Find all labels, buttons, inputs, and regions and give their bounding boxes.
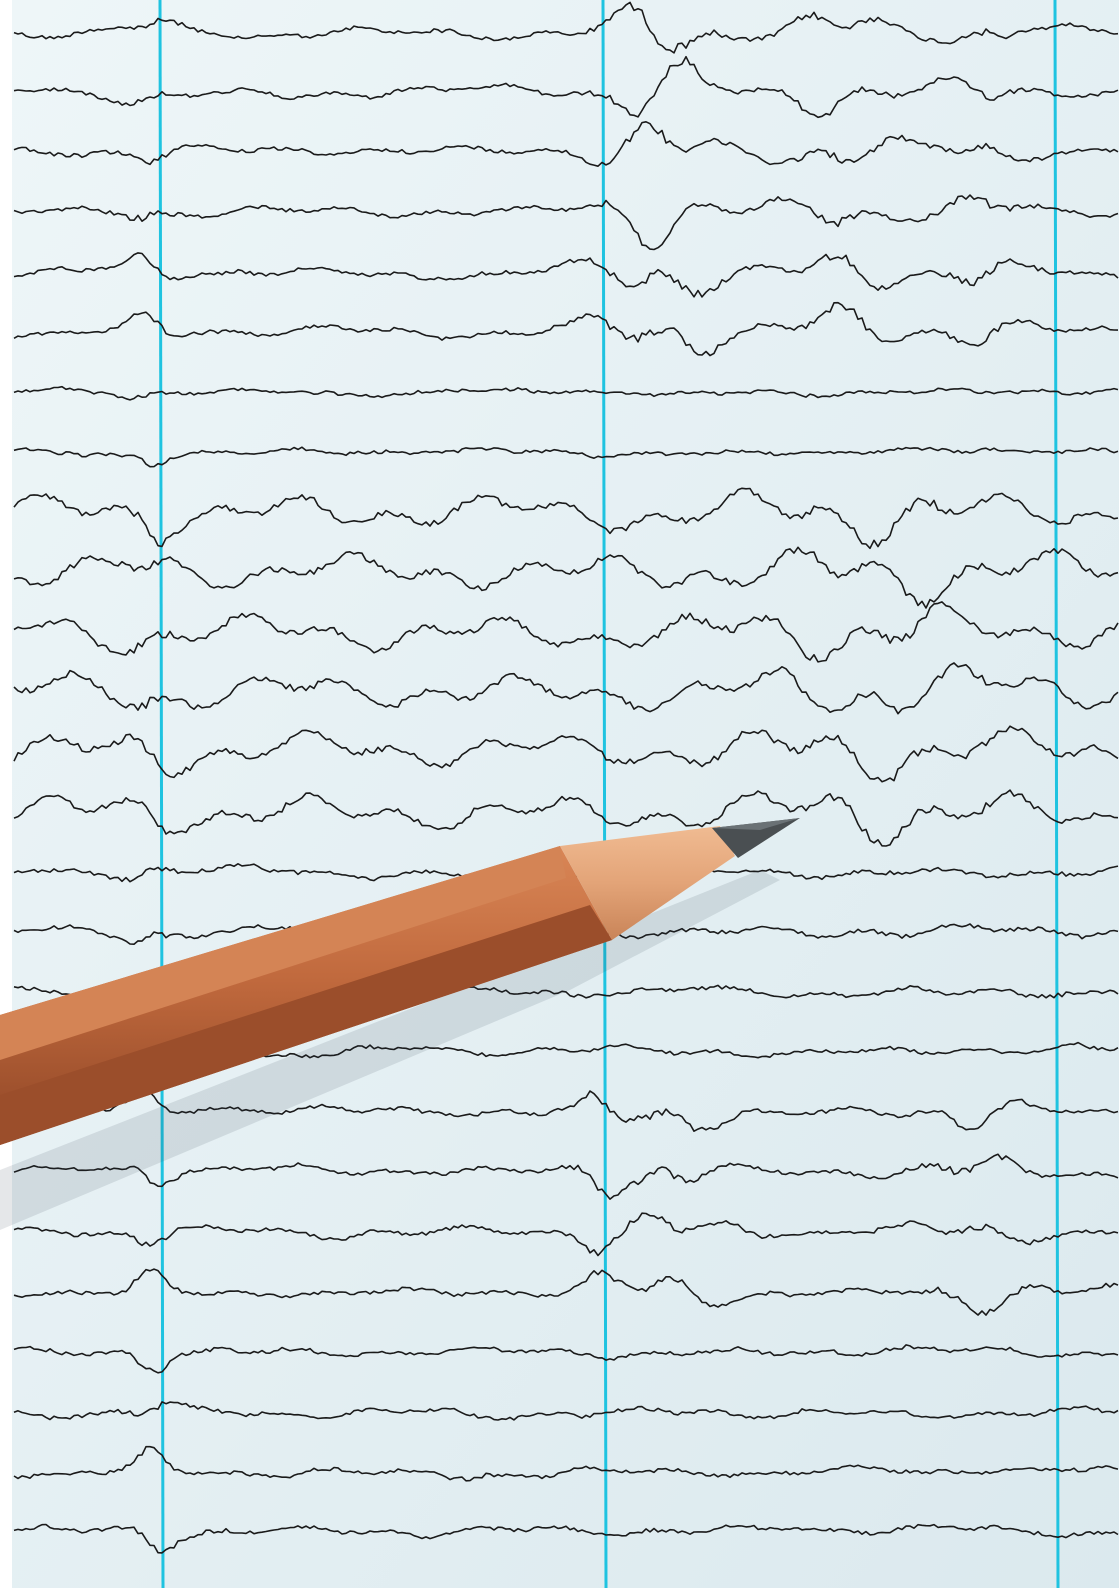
- eeg-trace: [13, 1523, 1119, 1554]
- eeg-trace: [13, 446, 1119, 468]
- eeg-trace: [13, 789, 1119, 847]
- eeg-trace: [13, 662, 1119, 715]
- eeg-trace: [13, 1445, 1119, 1482]
- eeg-trace: [13, 1212, 1119, 1257]
- pencil-body-underside: [0, 905, 612, 1145]
- grid-line-3: [1053, 0, 1060, 1588]
- pencil: [0, 818, 800, 1230]
- eeg-trace: [13, 725, 1119, 783]
- eeg-trace: [13, 194, 1119, 251]
- pencil-graphite-highlight: [712, 818, 800, 830]
- eeg-trace: [13, 546, 1119, 609]
- eeg-trace: [13, 121, 1119, 167]
- eeg-trace: [13, 55, 1119, 119]
- left-border-strip: [0, 0, 12, 1588]
- pencil-body-facet: [0, 846, 566, 1060]
- eeg-trace: [13, 301, 1119, 357]
- eeg-trace: [13, 1090, 1119, 1132]
- eeg-trace: [13, 1401, 1119, 1421]
- pencil-shadow: [0, 870, 780, 1230]
- eeg-trace: [13, 1344, 1119, 1374]
- pencil-sharpened-wood: [560, 826, 735, 940]
- eeg-trace: [13, 252, 1119, 298]
- eeg-trace: [13, 1, 1119, 54]
- eeg-trace: [13, 1153, 1119, 1200]
- eeg-trace: [13, 601, 1119, 663]
- eeg-trace: [13, 1268, 1119, 1316]
- eeg-trace: [13, 487, 1119, 550]
- eeg-trace: [13, 385, 1119, 401]
- grid-line-1: [158, 0, 165, 1588]
- grid-line-2: [601, 0, 608, 1588]
